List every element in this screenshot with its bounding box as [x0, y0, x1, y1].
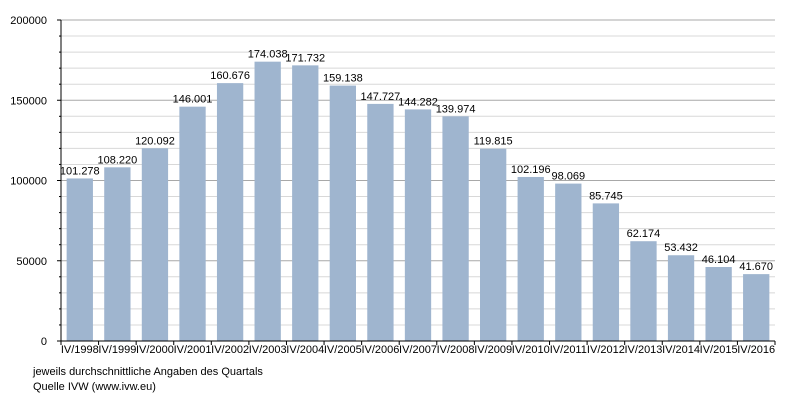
- x-tick-label: IV/2012: [587, 344, 625, 356]
- bar: [292, 65, 319, 341]
- x-tick-label: IV/1999: [98, 344, 136, 356]
- data-label: 41.670: [739, 261, 773, 273]
- bar: [179, 106, 206, 341]
- data-label: 174.038: [248, 49, 288, 61]
- x-tick-label: IV/2011: [550, 344, 587, 356]
- data-label: 108.220: [97, 154, 137, 166]
- x-tick-label: IV/2001: [174, 344, 212, 356]
- data-label: 147.727: [361, 91, 401, 103]
- x-tick-label: IV/2005: [324, 344, 362, 356]
- data-label: 160.676: [210, 70, 250, 82]
- data-label: 46.104: [702, 254, 736, 266]
- data-label: 159.138: [323, 73, 363, 85]
- data-label: 146.001: [173, 94, 213, 106]
- data-label: 85.745: [589, 190, 623, 202]
- x-tick-label: IV/1998: [61, 344, 99, 356]
- y-tick-label: 200000: [10, 15, 47, 27]
- bar: [705, 267, 732, 341]
- data-label: 62.174: [627, 228, 661, 240]
- x-tick-label: IV/2004: [286, 344, 324, 356]
- x-tick-label: IV/2014: [662, 344, 700, 356]
- x-tick-label: IV/2016: [737, 344, 775, 356]
- x-tick-label: IV/2003: [249, 344, 287, 356]
- bar: [404, 109, 432, 341]
- bars: [66, 61, 770, 342]
- x-tick-label: IV/2015: [700, 344, 738, 356]
- data-label: 102.196: [511, 164, 551, 176]
- y-tick-label: 150000: [10, 95, 47, 107]
- data-label: 120.092: [135, 135, 175, 147]
- bar: [254, 61, 281, 342]
- data-label: 139.974: [436, 103, 476, 115]
- data-label: 144.282: [398, 96, 438, 108]
- x-tick-label: IV/2010: [512, 344, 550, 356]
- bar: [555, 183, 582, 341]
- x-tick-label: IV/2000: [136, 344, 174, 356]
- x-tick-label: IV/2009: [474, 344, 512, 356]
- x-tick-label: IV/2007: [399, 344, 437, 356]
- bar: [743, 274, 770, 341]
- footnotes: jeweils durchschnittliche Angaben des Qu…: [33, 365, 263, 395]
- bar: [66, 178, 93, 341]
- y-tick-label: 50000: [16, 256, 47, 268]
- bar: [367, 103, 394, 341]
- x-tick-labels: IV/1998 IV/1999 IV/2000 IV/2001 IV/2002 IV/20…: [61, 344, 775, 356]
- note-averages: jeweils durchschnittliche Angaben des Qu…: [33, 366, 263, 378]
- bar: [442, 116, 469, 341]
- y-tick-label: 0: [41, 336, 47, 348]
- axes: [57, 19, 776, 345]
- data-label: 98.069: [551, 171, 585, 183]
- data-label: 171.732: [285, 52, 325, 64]
- bar: [141, 148, 169, 341]
- data-label: 53.432: [664, 242, 698, 254]
- bar: [517, 176, 544, 341]
- x-tick-label: IV/2002: [211, 344, 249, 356]
- data-label: 119.815: [474, 136, 513, 148]
- note-source: Quelle IVW (www.ivw.eu): [33, 381, 156, 393]
- bar: [329, 85, 356, 341]
- x-tick-label: IV/2006: [361, 344, 399, 356]
- bar: [630, 241, 657, 341]
- data-label: 101.278: [60, 165, 100, 177]
- bar: [592, 203, 620, 341]
- y-tick-label: 100000: [10, 176, 47, 188]
- bar: [667, 255, 695, 341]
- bar: [216, 83, 244, 341]
- bar: [480, 148, 507, 341]
- x-tick-label: IV/2013: [625, 344, 663, 356]
- x-tick-label: IV/2008: [437, 344, 475, 356]
- bar: [104, 167, 131, 341]
- y-tick-labels: 0 50000 100000 150000 200000: [10, 15, 47, 348]
